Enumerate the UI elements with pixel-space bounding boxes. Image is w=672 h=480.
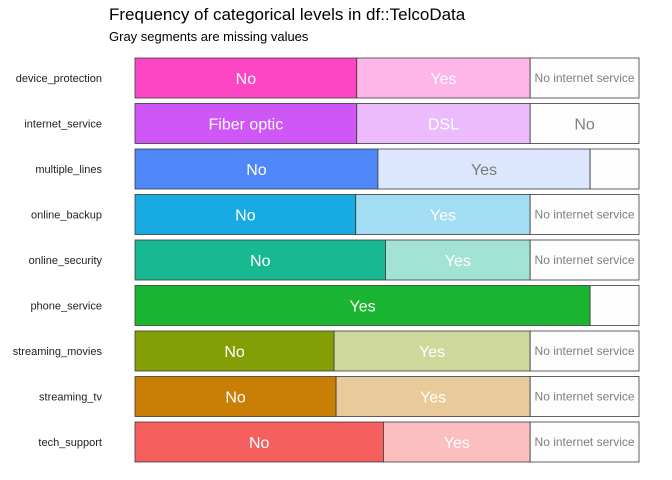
bar-segment-tech-support-no xyxy=(134,421,384,463)
chart-subtitle: Gray segments are missing values xyxy=(109,29,309,44)
y-tick-label-internet-service: internet_service xyxy=(24,119,102,131)
segment-label-streaming-tv-no: No xyxy=(225,390,246,407)
bar-segment-streaming-tv-no xyxy=(134,376,337,417)
bar-segment-streaming-tv-yes xyxy=(335,376,531,417)
segment-label-device-protection-yes: Yes xyxy=(430,71,456,88)
segment-label-device-protection-no: No xyxy=(236,71,257,88)
bar-segment-multiple-lines-missing xyxy=(589,148,640,190)
segment-label-multiple-lines-yes: Yes xyxy=(471,162,497,179)
bar-segment-online-security-yes xyxy=(385,239,531,281)
bar-segment-streaming-tv-no-internet-service xyxy=(529,376,640,417)
segment-label-tech-support-no-internet-service: No internet service xyxy=(535,435,635,449)
bar-segment-online-security-no xyxy=(134,239,386,281)
segment-label-streaming-movies-yes: Yes xyxy=(419,344,445,361)
segment-label-streaming-movies-no-internet-service: No internet service xyxy=(535,344,635,358)
bar-segment-internet-service-fiber-optic xyxy=(134,103,358,144)
bar-segment-device-protection-no xyxy=(134,57,358,99)
segment-label-streaming-tv-no-internet-service: No internet service xyxy=(535,390,635,404)
bar-segment-streaming-movies-no xyxy=(134,330,335,372)
segment-label-internet-service-no: No xyxy=(574,117,595,134)
segment-label-internet-service-fiber-optic: Fiber optic xyxy=(209,117,284,134)
bar-segment-device-protection-no-internet-service xyxy=(529,57,640,99)
segment-label-streaming-movies-no: No xyxy=(224,344,245,361)
bar-segment-internet-service-no xyxy=(529,103,640,144)
segment-label-tech-support-no: No xyxy=(249,435,270,452)
segment-label-online-security-yes: Yes xyxy=(445,253,471,270)
y-tick-label-tech-support: tech_support xyxy=(38,437,102,449)
segment-label-online-backup-no: No xyxy=(235,208,256,225)
bar-segment-multiple-lines-yes xyxy=(377,148,591,190)
bar-segment-streaming-movies-yes xyxy=(333,330,531,372)
bar-segment-phone-service-missing xyxy=(589,285,640,326)
segment-label-internet-service-dsl: DSL xyxy=(428,117,459,134)
segment-label-online-backup-yes: Yes xyxy=(430,208,456,225)
bar-segment-tech-support-no-internet-service xyxy=(529,421,640,463)
bar-segment-internet-service-dsl xyxy=(356,103,531,144)
bar-segment-online-backup-no-internet-service xyxy=(529,194,640,235)
bar-segment-phone-service-yes xyxy=(134,285,591,326)
segment-label-multiple-lines-no: No xyxy=(246,162,267,179)
y-tick-label-multiple-lines: multiple_lines xyxy=(35,164,102,176)
segment-label-phone-service-yes: Yes xyxy=(350,299,376,316)
bar-segment-online-backup-no xyxy=(134,194,357,235)
segment-label-tech-support-yes: Yes xyxy=(444,435,470,452)
y-tick-label-online-security: online_security xyxy=(29,255,103,267)
bar-segment-streaming-movies-no-internet-service xyxy=(529,330,640,372)
bar-segment-tech-support-yes xyxy=(383,421,531,463)
bar-segment-multiple-lines-no xyxy=(134,148,379,190)
y-tick-label-streaming-tv: streaming_tv xyxy=(39,392,102,404)
y-tick-label-online-backup: online_backup xyxy=(31,210,102,222)
y-tick-label-phone-service: phone_service xyxy=(30,301,102,313)
y-tick-label-streaming-movies: streaming_movies xyxy=(13,346,103,358)
segment-label-online-security-no-internet-service: No internet service xyxy=(535,253,635,267)
segment-label-streaming-tv-yes: Yes xyxy=(420,390,446,407)
segment-label-device-protection-no-internet-service: No internet service xyxy=(535,71,635,85)
segment-label-online-security-no: No xyxy=(250,253,271,270)
y-tick-label-device-protection: device_protection xyxy=(16,73,102,85)
chart-title: Frequency of categorical levels in df::T… xyxy=(109,5,466,24)
bar-segment-online-security-no-internet-service xyxy=(529,239,640,281)
segment-label-online-backup-no-internet-service: No internet service xyxy=(535,208,635,222)
